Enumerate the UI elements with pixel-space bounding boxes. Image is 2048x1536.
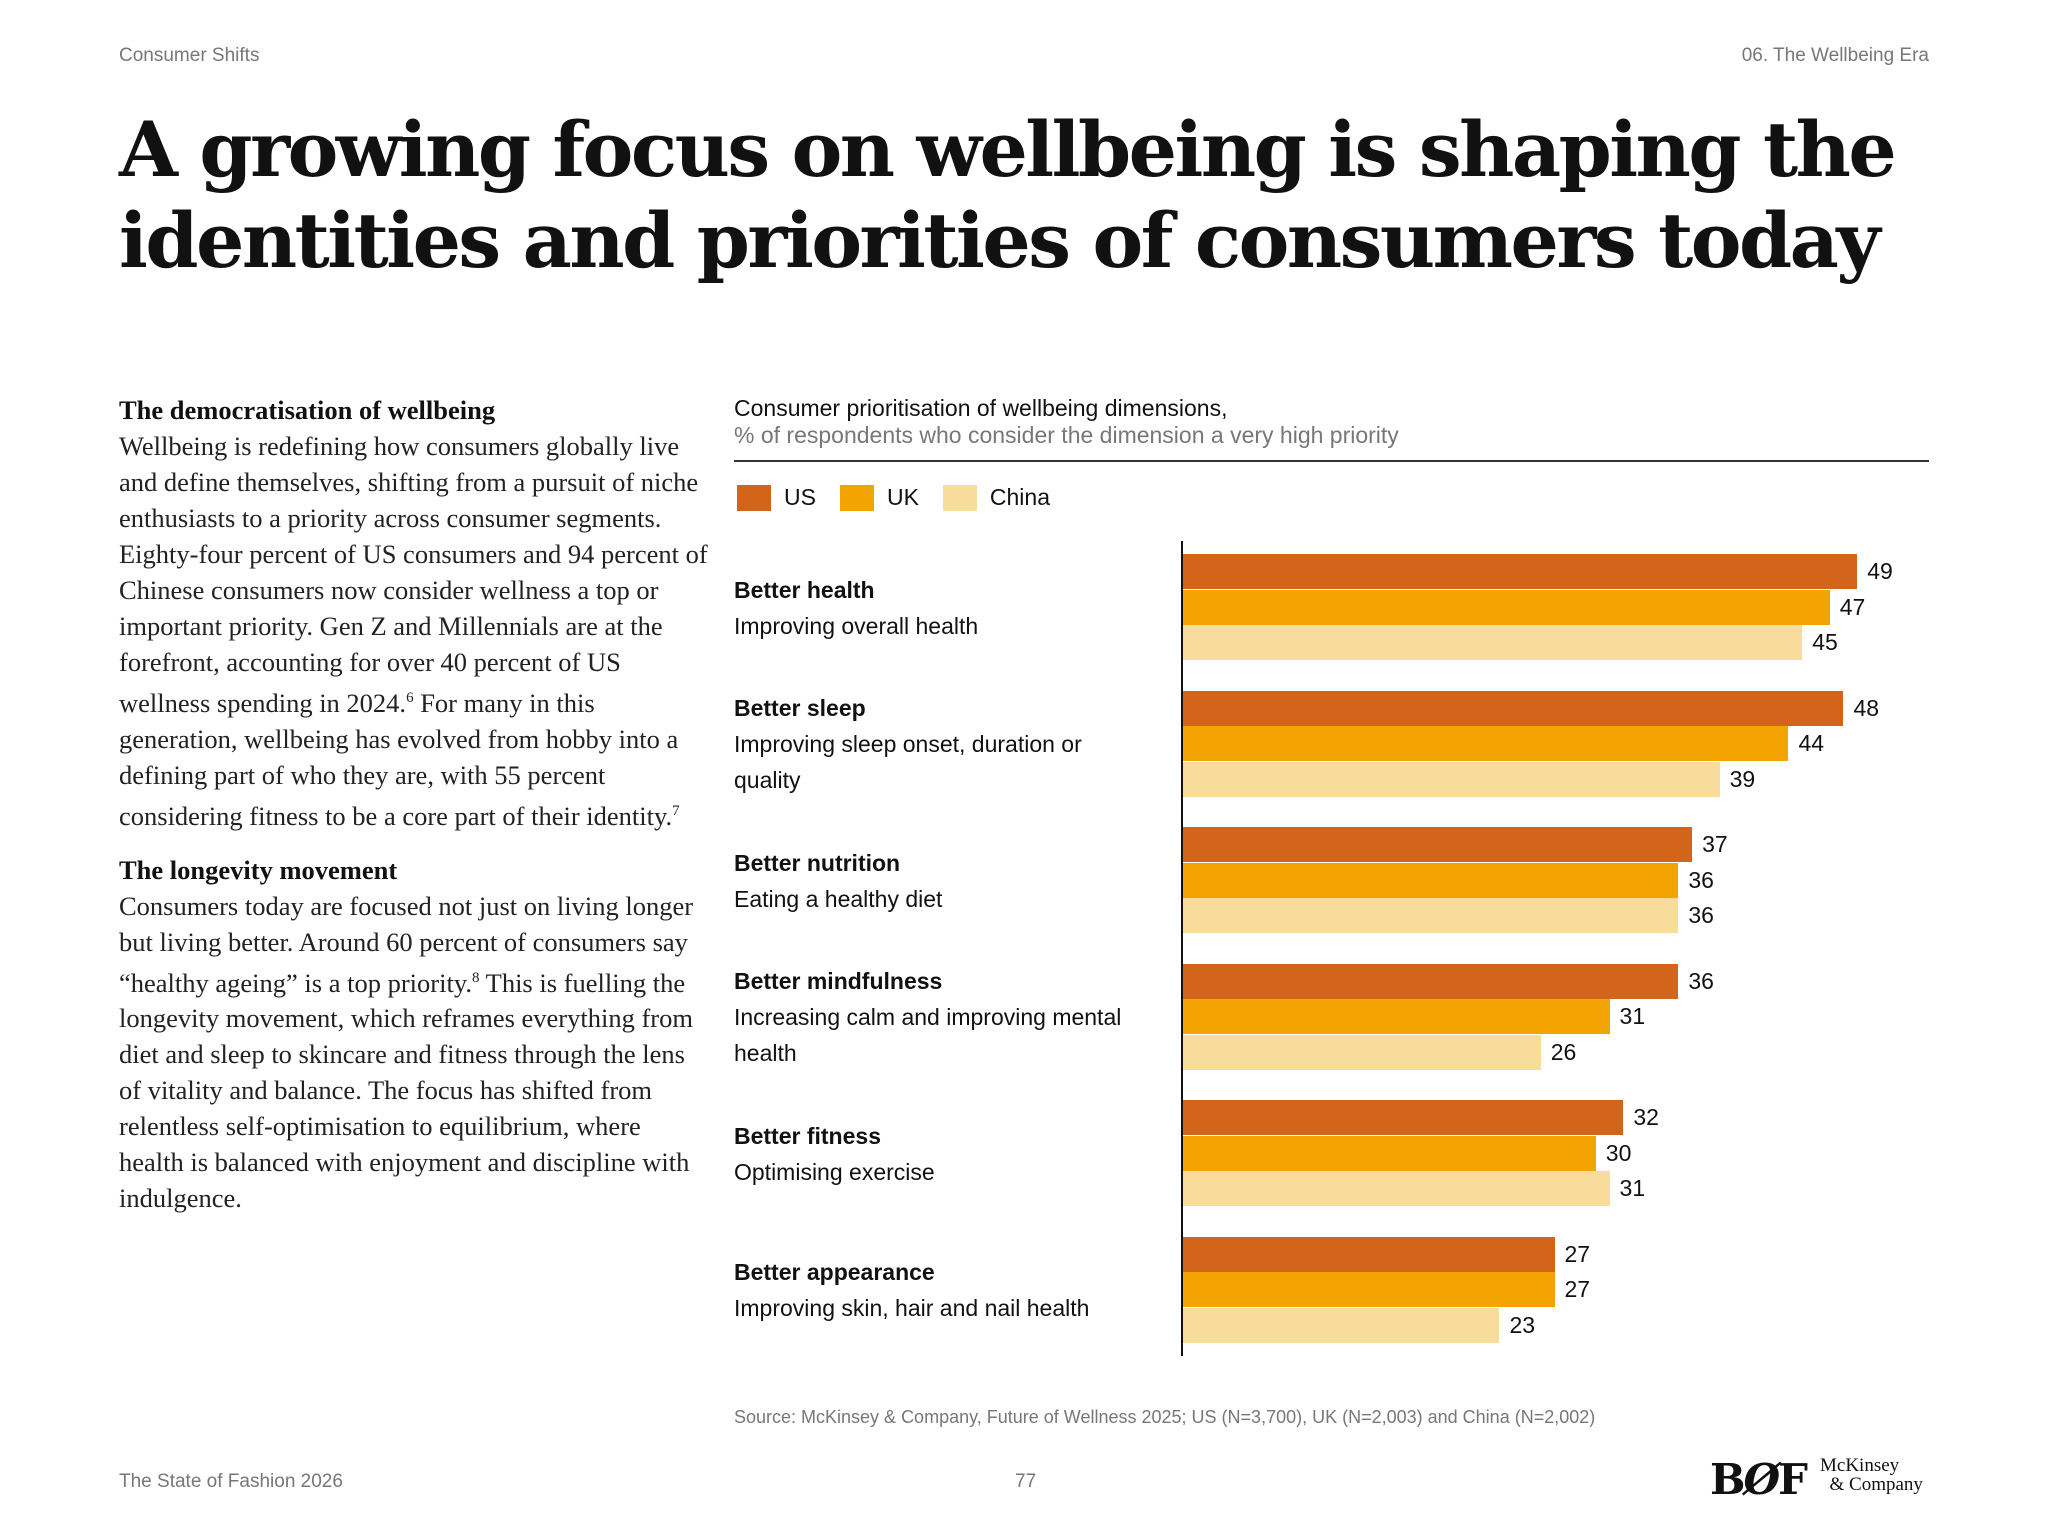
publication-name: The State of Fashion 2026 bbox=[119, 1471, 343, 1492]
category-label: Better fitness Optimising exercise bbox=[734, 1118, 1154, 1190]
category-title: Better appearance bbox=[734, 1259, 935, 1286]
bar-us bbox=[1183, 963, 1679, 999]
bar-uk bbox=[1183, 862, 1679, 898]
data-label: 31 bbox=[1619, 1175, 1646, 1202]
data-label: 26 bbox=[1550, 1038, 1577, 1065]
mckinsey-logo: McKinsey & Company bbox=[1820, 1455, 1923, 1495]
legend-label: China bbox=[989, 484, 1051, 510]
paragraph-text: Consumers today are focused not just on … bbox=[119, 890, 694, 998]
bar-us bbox=[1183, 554, 1858, 589]
body-text: The democratisation of wellbeing Wellbei… bbox=[119, 392, 709, 1234]
category-label: Better nutrition Eating a healthy diet bbox=[734, 845, 1154, 917]
footnote-ref[interactable]: 6 bbox=[406, 690, 414, 706]
category-label: Better mindfulness Increasing calm and im… bbox=[734, 963, 1154, 1071]
data-label: 37 bbox=[1702, 831, 1728, 857]
category-label: Better health Improving overall health bbox=[734, 572, 1154, 644]
category-label: Better sleep Improving sleep onset, durat… bbox=[734, 690, 1154, 798]
divider bbox=[734, 460, 1929, 462]
data-label: 39 bbox=[1729, 765, 1756, 792]
bof-logo: BØF bbox=[1710, 1455, 1808, 1504]
data-label: 36 bbox=[1688, 967, 1714, 994]
legend-item-china: China bbox=[942, 484, 1051, 511]
chart-title: Consumer prioritisation of wellbeing dim… bbox=[734, 395, 1228, 421]
section-label: Consumer Shifts bbox=[119, 45, 260, 66]
footnote-ref[interactable]: 7 bbox=[672, 802, 680, 819]
legend-swatch bbox=[839, 484, 874, 511]
category-sublabel: Improving sleep onset, duration or quali… bbox=[734, 731, 1082, 794]
data-label: 23 bbox=[1509, 1311, 1536, 1338]
bar-china bbox=[1183, 1171, 1610, 1207]
data-label: 49 bbox=[1867, 558, 1893, 584]
bar-china bbox=[1183, 1034, 1541, 1070]
bar-us bbox=[1183, 690, 1844, 726]
page-number: 77 bbox=[1015, 1471, 1037, 1492]
bar-uk bbox=[1183, 1135, 1596, 1171]
page-title: A growing focus on wellbeing is shaping … bbox=[119, 105, 1897, 285]
data-label: 36 bbox=[1688, 866, 1714, 893]
bar-china bbox=[1183, 625, 1803, 661]
bar-uk bbox=[1183, 1272, 1555, 1308]
chapter-label: 06. The Wellbeing Era bbox=[1741, 45, 1929, 66]
bar-us bbox=[1183, 1100, 1624, 1135]
data-label: 45 bbox=[1812, 629, 1838, 656]
data-label: 27 bbox=[1564, 1240, 1591, 1267]
legend-swatch bbox=[942, 484, 977, 511]
data-label: 30 bbox=[1605, 1139, 1632, 1166]
legend-label: US bbox=[784, 484, 816, 510]
chart-axis bbox=[1181, 541, 1183, 1356]
category-title: Better health bbox=[734, 576, 875, 603]
chart-legend: US UK China bbox=[737, 484, 1074, 511]
paragraph-text: Wellbeing is redefining how consumers gl… bbox=[119, 431, 708, 718]
data-label: 44 bbox=[1798, 730, 1825, 757]
category-label: Better appearance Improving skin, hair an… bbox=[734, 1254, 1154, 1326]
section-paragraph: Consumers today are focused not just on … bbox=[119, 888, 709, 1217]
data-label: 47 bbox=[1839, 593, 1866, 620]
category-sublabel: Eating a healthy diet bbox=[734, 885, 943, 912]
legend-swatch bbox=[737, 484, 771, 511]
bar-china bbox=[1183, 761, 1720, 797]
data-label: 32 bbox=[1633, 1104, 1659, 1130]
data-label: 27 bbox=[1564, 1276, 1591, 1303]
bar-china bbox=[1183, 898, 1679, 934]
bar-us bbox=[1183, 1236, 1555, 1272]
bar-uk bbox=[1183, 589, 1830, 625]
paragraph-text: For many in this generation, wellbeing h… bbox=[119, 687, 679, 831]
bar-uk bbox=[1183, 726, 1789, 762]
category-sublabel: Increasing calm and improving mental hea… bbox=[734, 1004, 1122, 1067]
category-title: Better fitness bbox=[734, 1122, 881, 1149]
data-label: 31 bbox=[1619, 1003, 1646, 1030]
paragraph-text: This is fuelling the longevity movement,… bbox=[119, 967, 693, 1214]
category-title: Better nutrition bbox=[734, 849, 901, 876]
legend-label: UK bbox=[886, 484, 919, 510]
data-label: 48 bbox=[1853, 694, 1880, 721]
bar-us bbox=[1183, 827, 1693, 862]
section-heading: The democratisation of wellbeing bbox=[119, 395, 496, 425]
legend-item-us: US bbox=[737, 484, 816, 511]
data-label: 36 bbox=[1688, 902, 1714, 929]
chart-subtitle: % of respondents who consider the dimens… bbox=[734, 422, 1399, 448]
chart-source: Source: McKinsey & Company, Future of We… bbox=[734, 1407, 1596, 1427]
category-sublabel: Improving overall health bbox=[734, 612, 979, 639]
category-sublabel: Optimising exercise bbox=[734, 1158, 935, 1185]
chart-title-block: Consumer prioritisation of wellbeing dim… bbox=[734, 395, 1399, 449]
legend-item-uk: UK bbox=[839, 484, 919, 511]
section-heading: The longevity movement bbox=[119, 854, 398, 885]
bar-china bbox=[1183, 1307, 1500, 1343]
section-paragraph: Wellbeing is redefining how consumers gl… bbox=[119, 428, 709, 834]
footnote-ref[interactable]: 8 bbox=[471, 969, 480, 986]
category-title: Better sleep bbox=[734, 695, 866, 722]
category-sublabel: Improving skin, hair and nail health bbox=[734, 1295, 1090, 1322]
category-title: Better mindfulness bbox=[734, 968, 943, 995]
bar-uk bbox=[1183, 999, 1610, 1035]
